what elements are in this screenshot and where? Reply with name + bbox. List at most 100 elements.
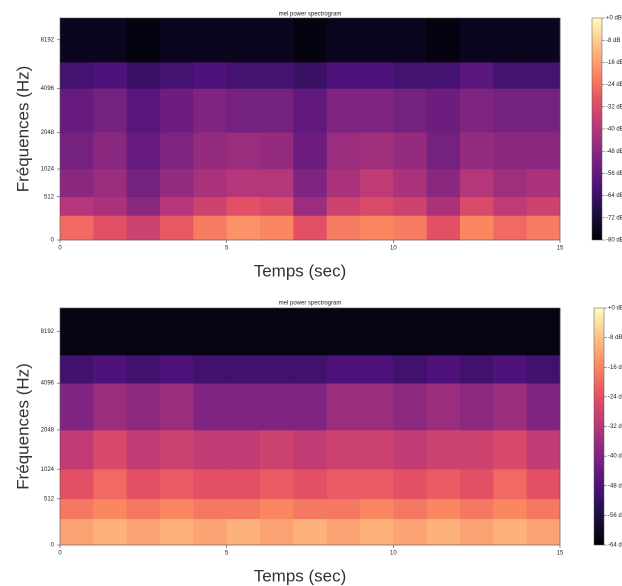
spectrogram-cell xyxy=(226,169,261,198)
spectrogram-cell xyxy=(60,196,94,216)
spectrogram-cell xyxy=(460,62,494,89)
colorbar xyxy=(593,307,605,546)
y-tick-label: 2048 xyxy=(41,130,55,136)
x-tick-label: 0 xyxy=(58,551,62,557)
spectrogram-cell xyxy=(126,132,161,170)
spectrogram-cell xyxy=(60,355,94,384)
spectrogram-cell xyxy=(226,383,261,431)
spectrogram-cell xyxy=(493,469,527,500)
spectrogram-cell xyxy=(460,355,494,384)
spectrogram-cell xyxy=(93,62,127,89)
spectrogram-cell xyxy=(260,469,294,500)
colorbar-tick-label: -80 dB xyxy=(606,238,622,244)
spectrogram-cell xyxy=(326,18,361,63)
spectrogram-cell xyxy=(226,196,261,216)
spectrogram-cell xyxy=(60,498,94,520)
spectrogram-cell xyxy=(493,18,527,63)
colorbar-tick-label: +0 dB xyxy=(606,16,622,22)
y-tick-label: 512 xyxy=(44,194,55,200)
spectrogram-cell xyxy=(526,383,561,431)
spectrogram-cell xyxy=(326,355,361,384)
x-tick-label: 5 xyxy=(225,551,229,557)
spectrogram-cell xyxy=(93,518,127,546)
spectrogram-cell xyxy=(393,18,427,63)
spectrogram-cell xyxy=(260,518,294,546)
colorbar-tick-label: -56 dB xyxy=(608,513,622,519)
colorbar-tick-label: -24 dB xyxy=(606,82,622,88)
spectrogram-cell xyxy=(126,498,161,520)
spectrogram-cell xyxy=(260,383,294,431)
spectrogram-cell xyxy=(226,88,261,133)
spectrogram-cell xyxy=(293,518,327,546)
spectrogram-cell xyxy=(260,430,294,470)
spectrogram-cell xyxy=(393,469,427,500)
spectrogram-cell xyxy=(93,18,127,63)
x-tick-label: 15 xyxy=(557,246,564,252)
spectrogram-cell xyxy=(193,383,227,431)
spectrogram-cell xyxy=(226,498,261,520)
spectrogram-cell xyxy=(526,196,561,216)
spectrogram-cell xyxy=(93,355,127,384)
spectrogram-cell xyxy=(60,88,94,133)
colorbar-tick-label: -48 dB xyxy=(606,149,622,155)
x-tick-label: 10 xyxy=(390,551,397,557)
spectrogram-cell xyxy=(526,132,561,170)
spectrogram-cell xyxy=(126,383,161,431)
spectrogram-cell xyxy=(360,383,394,431)
y-tick-label: 1024 xyxy=(41,467,55,473)
spectrogram-cell xyxy=(493,308,527,356)
spectrogram-cell xyxy=(326,498,361,520)
y-axis-label: Fréquences (Hz) xyxy=(13,66,32,193)
spectrogram-cell xyxy=(293,169,327,198)
spectrogram-cell xyxy=(293,383,327,431)
spectrogram-cell xyxy=(426,469,461,500)
spectrogram-cell xyxy=(460,18,494,63)
y-tick-label: 0 xyxy=(51,238,55,244)
spectrogram-cell xyxy=(326,383,361,431)
y-tick-label: 8192 xyxy=(41,329,55,335)
spectrogram-cell xyxy=(493,196,527,216)
spectrogram-cell xyxy=(493,169,527,198)
spectrogram-cell xyxy=(260,196,294,216)
spectrogram-cell xyxy=(60,430,94,470)
spectrogram-cell xyxy=(60,169,94,198)
spectrogram-cell xyxy=(393,518,427,546)
spectrogram-cell xyxy=(460,132,494,170)
colorbar-tick-label: -16 dB xyxy=(608,365,622,371)
spectrogram-cell xyxy=(260,169,294,198)
x-tick-label: 10 xyxy=(390,246,397,252)
spectrogram-cell xyxy=(326,518,361,546)
spectrogram-cell xyxy=(293,18,327,63)
spectrogram-cell xyxy=(460,196,494,216)
spectrogram-cell xyxy=(60,469,94,500)
spectrogram-cell xyxy=(226,215,261,241)
spectrogram-cell xyxy=(60,518,94,546)
spectrogram-cell xyxy=(326,215,361,241)
spectrogram-cell xyxy=(193,355,227,384)
colorbar-tick-label: -16 dB xyxy=(606,60,622,66)
chart-title: mel power spectrogram xyxy=(279,301,342,307)
spectrogram-cell xyxy=(426,18,461,63)
spectrogram-cell xyxy=(226,518,261,546)
spectrogram-cell xyxy=(93,169,127,198)
spectrogram-cell xyxy=(493,355,527,384)
spectrogram-cell xyxy=(426,383,461,431)
spectrogram-cell xyxy=(526,215,561,241)
spectrogram-cell xyxy=(193,62,227,89)
spectrogram-cell xyxy=(160,88,194,133)
chart-title: mel power spectrogram xyxy=(279,12,342,18)
spectrogram-cell xyxy=(126,88,161,133)
spectrogram-cell xyxy=(126,215,161,241)
spectrogram-cell xyxy=(260,18,294,63)
spectrogram-cell xyxy=(460,518,494,546)
x-tick-label: 15 xyxy=(557,551,564,557)
spectrogram-cell xyxy=(393,196,427,216)
spectrogram-cell xyxy=(326,308,361,356)
spectrogram-cell xyxy=(60,62,94,89)
spectrogram-cell xyxy=(126,62,161,89)
colorbar-tick-label: -56 dB xyxy=(606,171,622,177)
spectrogram-cell xyxy=(160,355,194,384)
colorbar-tick-label: -40 dB xyxy=(606,127,622,133)
spectrogram-cell xyxy=(393,498,427,520)
spectrogram-cell xyxy=(393,383,427,431)
